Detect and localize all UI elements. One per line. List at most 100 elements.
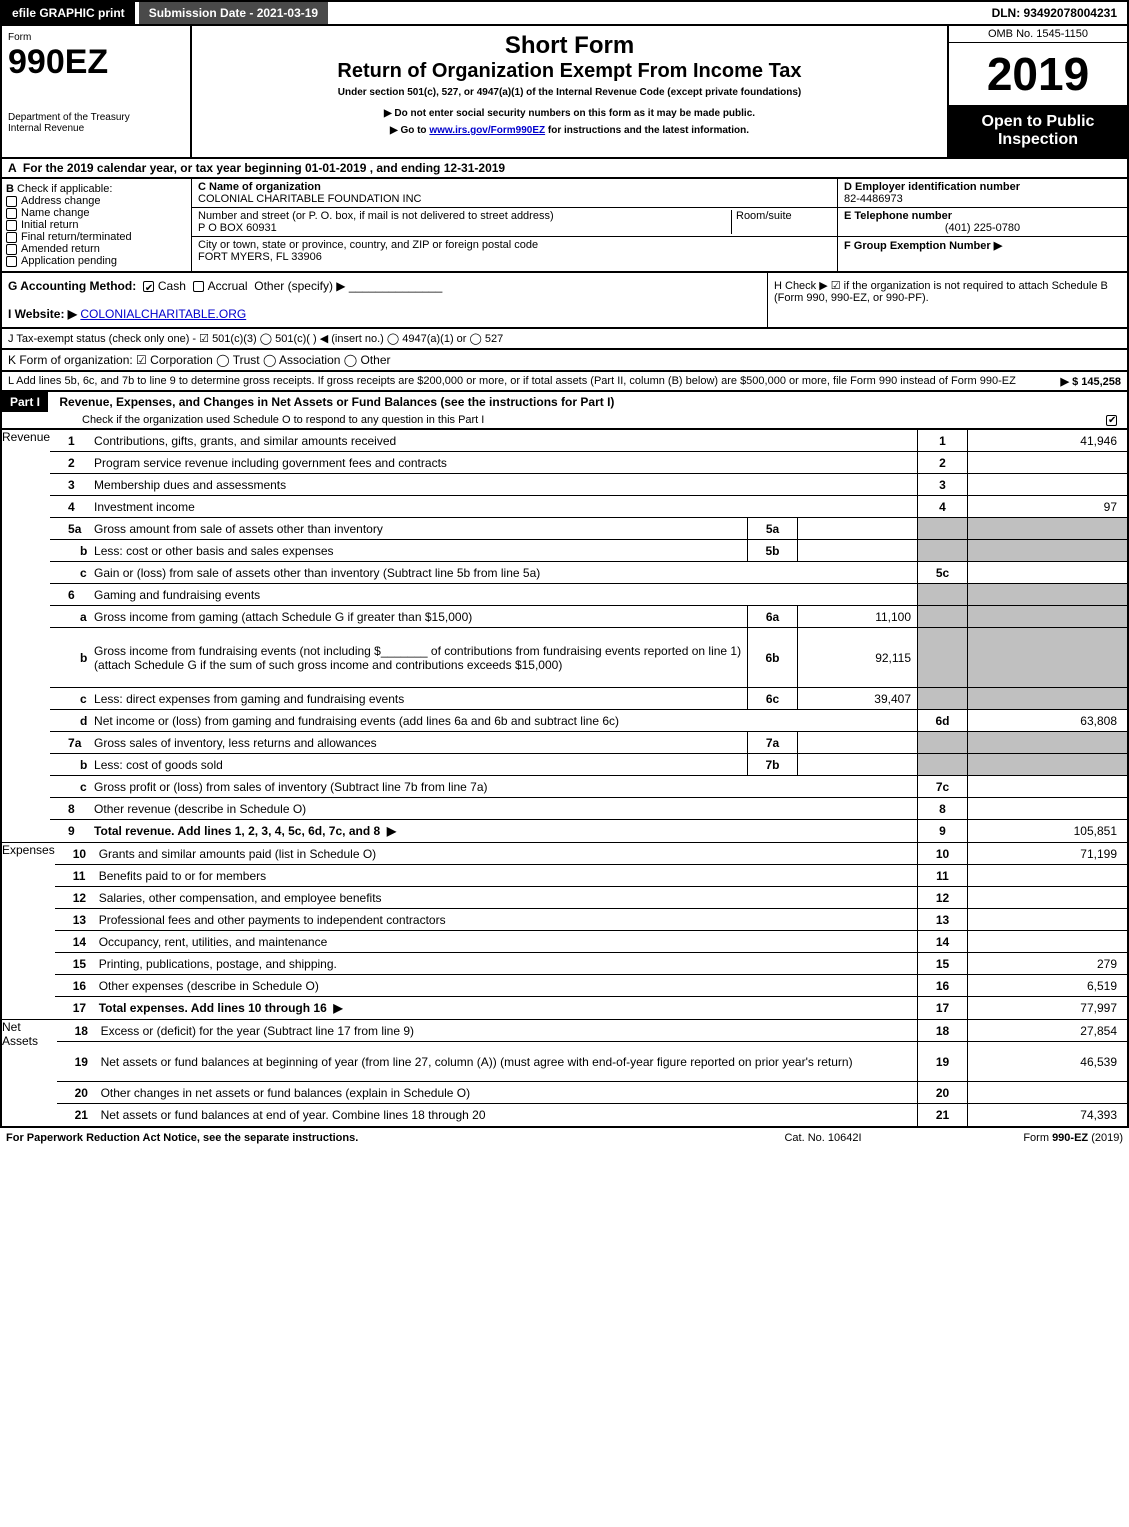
line-8-num: 8 [50, 802, 90, 816]
line-16-desc: Other expenses (describe in Schedule O) [95, 977, 917, 995]
checkbox-amended-return[interactable] [6, 244, 17, 255]
footer-left: For Paperwork Reduction Act Notice, see … [6, 1132, 723, 1144]
checkbox-initial-return[interactable] [6, 220, 17, 231]
line-7b-greybox [917, 754, 967, 775]
e-phone-label: E Telephone number [844, 210, 952, 222]
subtitle-goto: ▶ Go to www.irs.gov/Form990EZ for instru… [198, 125, 941, 136]
col-b-checkboxes: B Check if applicable: Address change Na… [2, 179, 192, 271]
line-7a-greybox [917, 732, 967, 753]
line-7a-sbox: 7a [747, 732, 797, 753]
checkbox-schedule-o[interactable] [1106, 415, 1117, 426]
checkbox-name-change[interactable] [6, 208, 17, 219]
line-1-box: 1 [917, 430, 967, 451]
line-17-desc: Total expenses. Add lines 10 through 16 … [95, 999, 917, 1017]
line-4-box: 4 [917, 496, 967, 517]
line-2-box: 2 [917, 452, 967, 473]
line-15-val: 279 [967, 953, 1127, 974]
line-7b-greyval [967, 754, 1127, 775]
line-15-desc: Printing, publications, postage, and shi… [95, 955, 917, 973]
opt-amended-return: Amended return [21, 243, 100, 255]
line-11-num: 11 [55, 869, 95, 883]
line-5a-sval [797, 518, 917, 539]
line-6-num: 6 [50, 588, 90, 602]
line-6b-num: b [50, 651, 90, 665]
line-3-box: 3 [917, 474, 967, 495]
line-13-desc: Professional fees and other payments to … [95, 911, 917, 929]
line-18-num: 18 [57, 1024, 97, 1038]
line-8-box: 8 [917, 798, 967, 819]
line-11-box: 11 [917, 865, 967, 886]
opt-address-change: Address change [21, 195, 101, 207]
line-6d-box: 6d [917, 710, 967, 731]
line-7c-val [967, 776, 1127, 797]
line-6b-greybox [917, 628, 967, 687]
line-6a-greyval [967, 606, 1127, 627]
l-text: L Add lines 5b, 6c, and 7b to line 9 to … [8, 375, 1016, 387]
line-6a-greybox [917, 606, 967, 627]
g-label: G Accounting Method: [8, 279, 136, 293]
line-6c-greybox [917, 688, 967, 709]
checkbox-final-return[interactable] [6, 232, 17, 243]
part1-header-row: Part I Revenue, Expenses, and Changes in… [0, 392, 1129, 430]
row-l-gross-receipts: L Add lines 5b, 6c, and 7b to line 9 to … [0, 372, 1129, 392]
line-5a-num: 5a [50, 522, 90, 536]
line-20-box: 20 [917, 1082, 967, 1103]
line-9-num: 9 [50, 824, 90, 838]
row-k-form-org: K Form of organization: ☑ Corporation ◯ … [0, 350, 1129, 372]
opt-application-pending: Application pending [21, 255, 117, 267]
irs-link[interactable]: www.irs.gov/Form990EZ [429, 125, 545, 136]
line-5c-box: 5c [917, 562, 967, 583]
line-10-box: 10 [917, 843, 967, 864]
line-5a-greybox [917, 518, 967, 539]
checkbox-cash[interactable] [143, 281, 154, 292]
line-7b-sval [797, 754, 917, 775]
line-6b-desc: Gross income from fundraising events (no… [90, 642, 747, 674]
checkbox-address-change[interactable] [6, 196, 17, 207]
b-label: Check if applicable: [17, 183, 112, 195]
g-accrual: Accrual [208, 279, 248, 293]
line-17-num: 17 [55, 1001, 95, 1015]
line-9-val: 105,851 [967, 820, 1127, 842]
part1-heading: Revenue, Expenses, and Changes in Net As… [51, 395, 614, 409]
line-6d-desc: Net income or (loss) from gaming and fun… [90, 712, 917, 730]
footer-right: Form 990-EZ (2019) [923, 1132, 1123, 1144]
org-name: COLONIAL CHARITABLE FOUNDATION INC [198, 193, 422, 205]
f-group-exemption: F Group Exemption Number ▶ [844, 240, 1002, 252]
line-7a-sval [797, 732, 917, 753]
checkbox-application-pending[interactable] [6, 256, 17, 267]
row-gh: G Accounting Method: Cash Accrual Other … [0, 273, 1129, 329]
line-5b-sbox: 5b [747, 540, 797, 561]
line-14-num: 14 [55, 935, 95, 949]
submission-date-label: Submission Date - 2021-03-19 [139, 2, 328, 24]
line-12-desc: Salaries, other compensation, and employ… [95, 889, 917, 907]
line-21-val: 74,393 [967, 1104, 1127, 1126]
line-5c-num: c [50, 566, 90, 580]
opt-initial-return: Initial return [21, 219, 78, 231]
line-5a-desc: Gross amount from sale of assets other t… [90, 520, 747, 538]
line-19-desc: Net assets or fund balances at beginning… [97, 1053, 917, 1071]
line-6a-sval: 11,100 [797, 606, 917, 627]
efile-print-button[interactable]: efile GRAPHIC print [2, 2, 135, 24]
line-7c-desc: Gross profit or (loss) from sales of inv… [90, 778, 917, 796]
line-6b-sbox: 6b [747, 628, 797, 687]
line-5b-sval [797, 540, 917, 561]
row-j-tax-exempt: J Tax-exempt status (check only one) - ☑… [0, 329, 1129, 350]
line-4-desc: Investment income [90, 498, 917, 516]
checkbox-accrual[interactable] [193, 281, 204, 292]
line-5a-sbox: 5a [747, 518, 797, 539]
line-17-box: 17 [917, 997, 967, 1019]
d-ein-label: D Employer identification number [844, 181, 1020, 193]
row-a-tax-year: A For the 2019 calendar year, or tax yea… [0, 159, 1129, 179]
line-21-desc: Net assets or fund balances at end of ye… [97, 1106, 917, 1124]
part1-checknote: Check if the organization used Schedule … [82, 414, 484, 426]
line-18-desc: Excess or (deficit) for the year (Subtra… [97, 1022, 917, 1040]
line-2-desc: Program service revenue including govern… [90, 454, 917, 472]
subtitle-section: Under section 501(c), 527, or 4947(a)(1)… [198, 87, 941, 98]
line-4-val: 97 [967, 496, 1127, 517]
line-13-box: 13 [917, 909, 967, 930]
line-11-val [967, 865, 1127, 886]
line-9-desc: Total revenue. Add lines 1, 2, 3, 4, 5c,… [90, 822, 917, 840]
line-6c-desc: Less: direct expenses from gaming and fu… [90, 690, 747, 708]
website-link[interactable]: COLONIALCHARITABLE.ORG [80, 307, 246, 321]
g-other: Other (specify) ▶ [254, 279, 345, 293]
